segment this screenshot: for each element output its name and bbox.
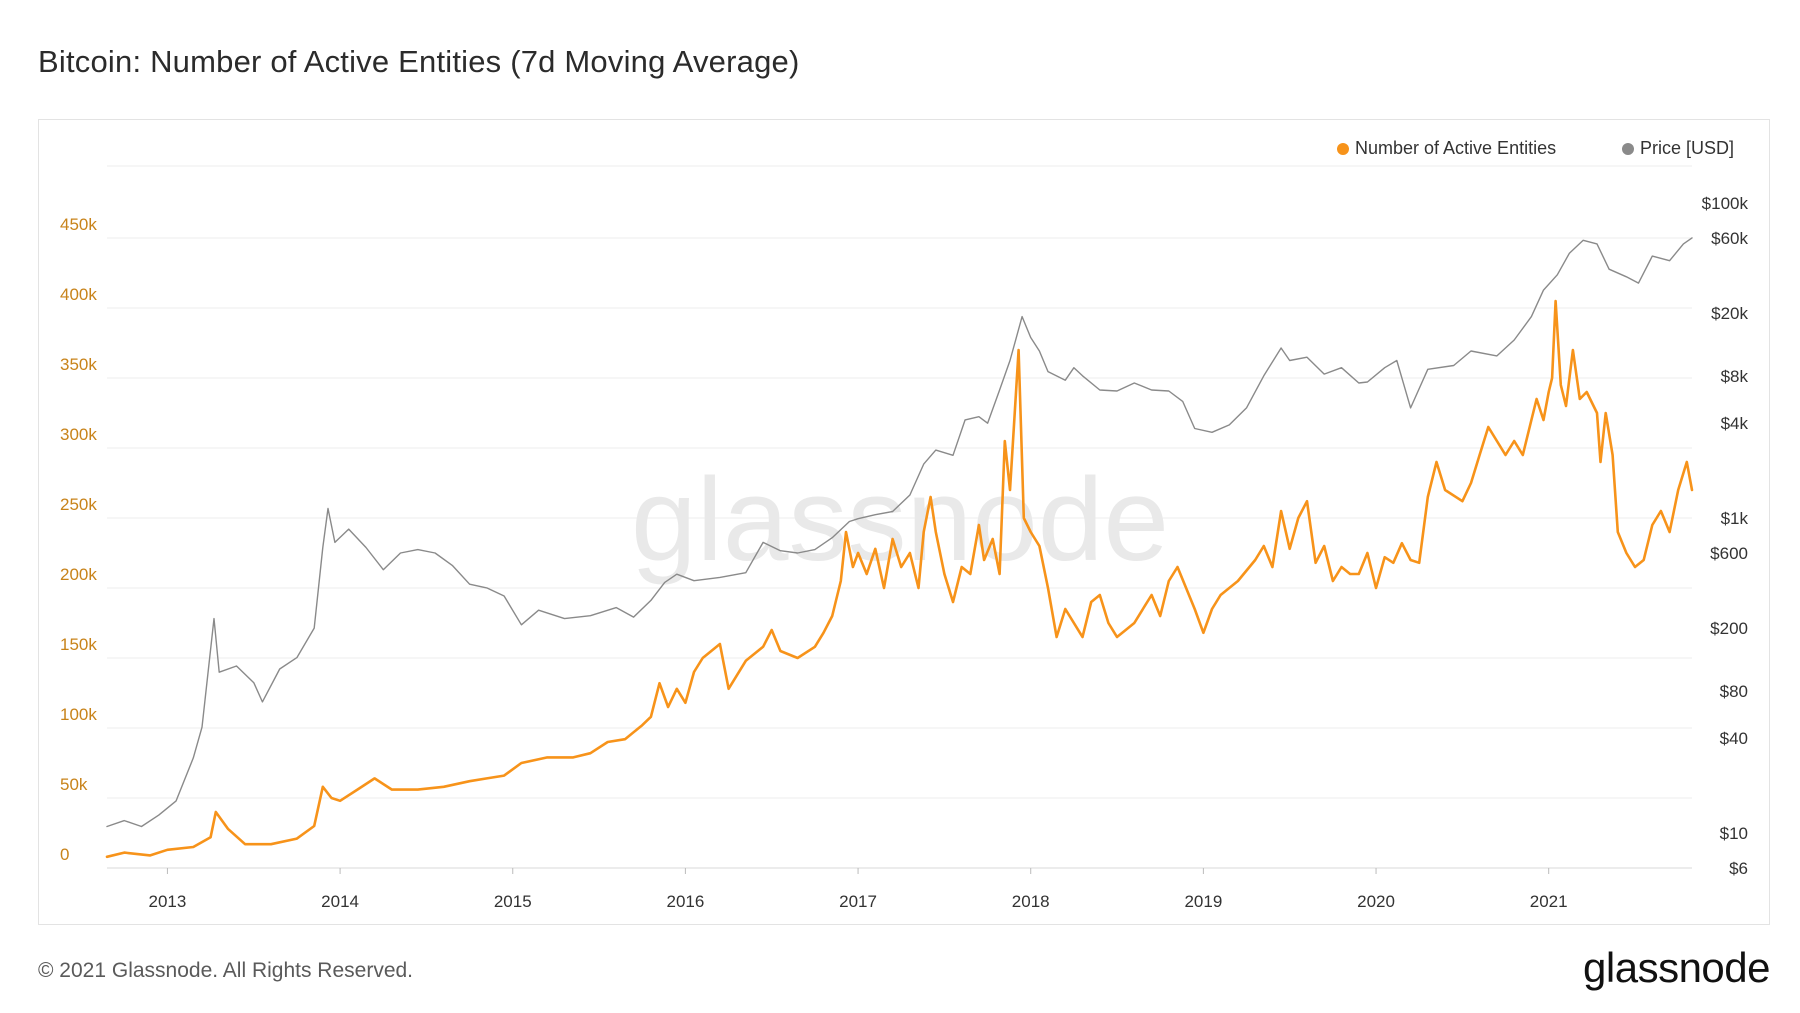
chart-frame bbox=[38, 119, 1770, 925]
left-axis-ticks: 0 50k 100k 150k 200k 250k 300k 350k 400k 450k bbox=[60, 215, 97, 864]
right-axis-tick-label: $80 bbox=[1720, 682, 1748, 701]
series-lines bbox=[105, 237, 1694, 859]
right-axis-tick-label: $20k bbox=[1711, 304, 1748, 323]
x-axis-tick-label: 2013 bbox=[149, 892, 187, 911]
brand-logo: glassnode bbox=[1583, 944, 1770, 991]
right-axis-tick-label: $10 bbox=[1720, 824, 1748, 843]
legend-label-price: Price [USD] bbox=[1640, 138, 1735, 158]
right-axis-tick-label: $60k bbox=[1711, 229, 1748, 248]
left-axis-tick-label: 100k bbox=[60, 705, 97, 724]
left-axis-tick-label: 0 bbox=[60, 845, 69, 864]
x-axis-tick-label: 2019 bbox=[1184, 892, 1222, 911]
left-axis-tick-label: 300k bbox=[60, 425, 97, 444]
right-axis-tick-label: $1k bbox=[1721, 509, 1749, 528]
right-axis-tick-label: $100k bbox=[1702, 194, 1749, 213]
left-axis-tick-label: 200k bbox=[60, 565, 97, 584]
x-axis-tick-label: 2014 bbox=[321, 892, 359, 911]
left-axis-tick-label: 50k bbox=[60, 775, 88, 794]
copyright-text: © 2021 Glassnode. All Rights Reserved. bbox=[38, 959, 414, 982]
x-axis-tick-label: 2017 bbox=[839, 892, 877, 911]
left-axis-tick-label: 450k bbox=[60, 215, 97, 234]
right-axis-tick-label: $4k bbox=[1721, 414, 1749, 433]
left-axis-tick-label: 150k bbox=[60, 635, 97, 654]
legend-price: Price [USD] bbox=[1622, 138, 1734, 159]
left-axis-tick-label: 350k bbox=[60, 355, 97, 374]
right-axis-tick-label: $40 bbox=[1720, 729, 1748, 748]
active-entities-series-line bbox=[105, 299, 1694, 859]
left-axis-tick-label: 400k bbox=[60, 285, 97, 304]
chart-title: Bitcoin: Number of Active Entities (7d M… bbox=[38, 44, 800, 79]
right-axis-tick-label: $200 bbox=[1710, 619, 1748, 638]
left-axis-tick-label: 250k bbox=[60, 495, 97, 514]
x-axis-tick-label: 2016 bbox=[666, 892, 704, 911]
legend-swatch-price bbox=[1622, 142, 1634, 155]
right-axis-ticks: $6 $10 $40 $80 $200 $600 $1k $4k $8k $20k $60k $100… bbox=[1702, 194, 1749, 878]
right-axis-tick-label: $8k bbox=[1721, 367, 1749, 386]
price-series-line bbox=[106, 237, 1693, 828]
legend-label-entities: Number of Active Entities bbox=[1355, 138, 1557, 158]
legend: Number of Active Entities bbox=[1337, 138, 1556, 159]
x-axis-tick-label: 2021 bbox=[1530, 892, 1568, 911]
right-axis-tick-label: $600 bbox=[1710, 544, 1748, 563]
x-axis-tick-label: 2015 bbox=[494, 892, 532, 911]
x-axis-tick-label: 2018 bbox=[1012, 892, 1050, 911]
x-axis-tick-label: 2020 bbox=[1357, 892, 1395, 911]
legend-swatch-entities bbox=[1337, 142, 1349, 155]
x-axis-ticks: 2013 2014 2015 2016 2017 2018 2019 2020 2021 bbox=[149, 868, 1568, 911]
right-axis-tick-label: $6 bbox=[1729, 859, 1748, 878]
gridlines bbox=[107, 165, 1692, 869]
